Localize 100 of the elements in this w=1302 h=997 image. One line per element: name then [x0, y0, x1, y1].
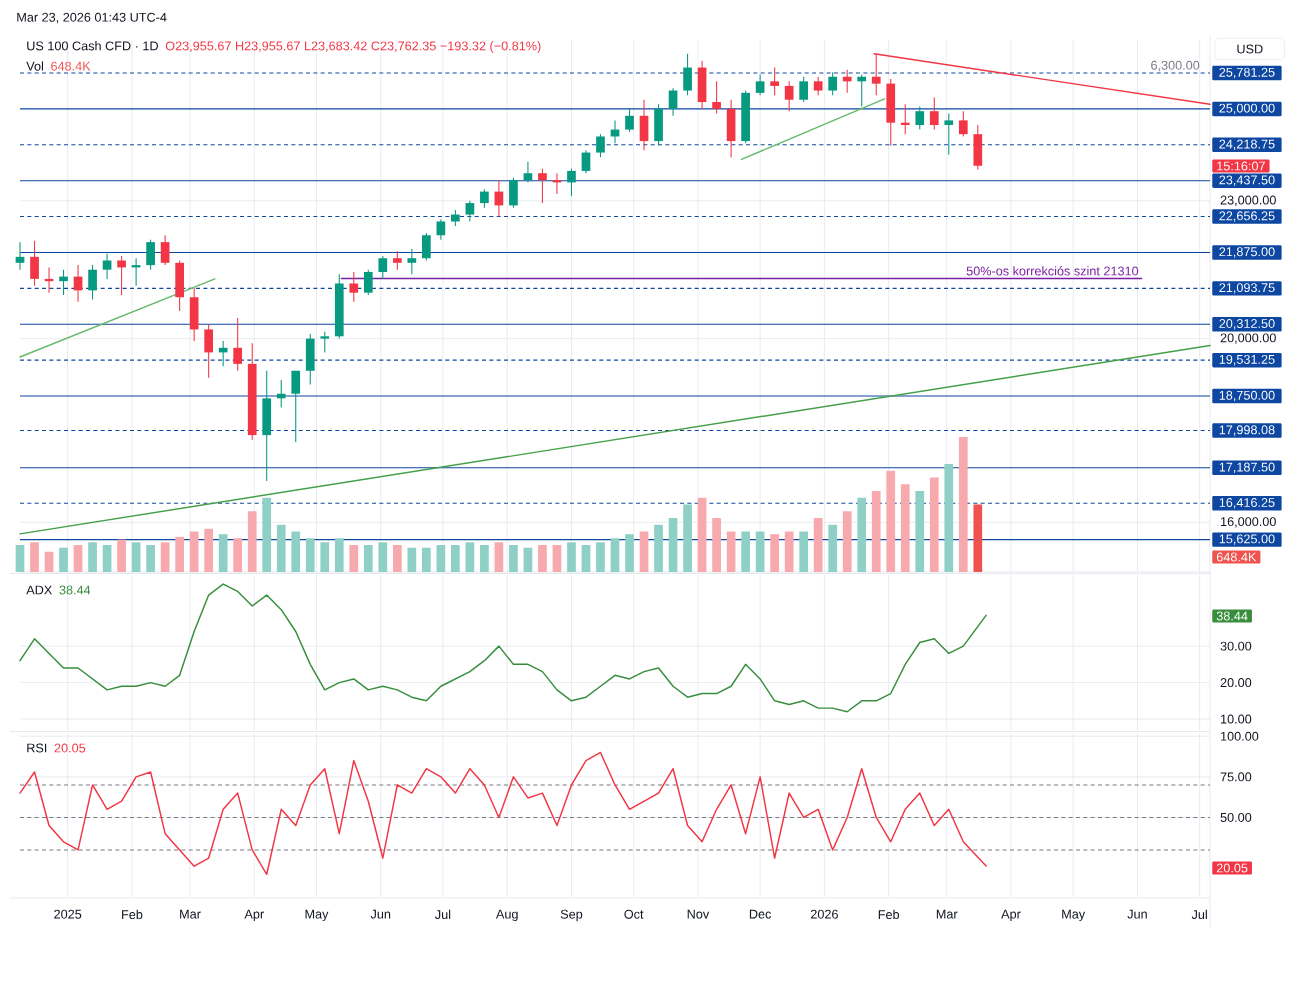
candlestick — [392, 250, 402, 271]
candlestick — [59, 269, 68, 296]
bar — [422, 547, 431, 572]
candlestick — [363, 269, 373, 296]
bar — [247, 511, 257, 572]
y-tick-label: 20,000.00 — [1220, 333, 1276, 344]
ref-line-label: 21,875.00 — [1219, 247, 1275, 258]
ref-line-label: 18,750.00 — [1219, 390, 1275, 402]
ref-line-label: 16,416.25 — [1219, 498, 1275, 509]
bar — [218, 534, 228, 572]
x-tick-label: May — [1062, 909, 1086, 922]
ref-line-label: 24,218.75 — [1219, 139, 1275, 151]
bar — [509, 545, 518, 572]
bar — [436, 545, 446, 572]
y-tick-label: 30.00 — [1220, 641, 1252, 651]
text: ADX — [26, 585, 53, 595]
candlestick — [436, 218, 446, 241]
bar — [363, 545, 373, 572]
x-tick-label: Apr — [1001, 909, 1021, 922]
y-tick-label: 20.00 — [1220, 678, 1252, 688]
text: 38.44 — [1216, 611, 1248, 621]
bar — [480, 545, 489, 572]
chart-title: Vol — [26, 61, 44, 71]
ref-line-label: 17,187.50 — [1219, 462, 1275, 474]
bar — [625, 534, 634, 572]
bar — [291, 531, 301, 572]
x-tick-label: Nov — [687, 909, 710, 919]
x-tick-label: Oct — [624, 909, 644, 919]
bar — [407, 547, 417, 572]
candlestick — [320, 331, 330, 353]
y-tick-label: 10.00 — [1221, 714, 1252, 724]
bar — [871, 491, 881, 572]
bar — [567, 542, 576, 572]
x-tick-label: Jul — [435, 909, 451, 920]
text: 20.05 — [1216, 863, 1248, 873]
chart-subtitle: 648.4K — [51, 61, 91, 71]
x-tick-label: Sep — [560, 909, 583, 922]
candlestick — [828, 71, 838, 96]
bar — [712, 518, 721, 572]
x-tick-label: 2025 — [54, 909, 82, 919]
candlestick — [567, 168, 576, 197]
bar — [44, 551, 54, 572]
candlestick — [915, 106, 925, 131]
bar — [349, 545, 359, 572]
text: 38.44 — [59, 585, 91, 595]
bar — [929, 477, 939, 572]
candlestick — [784, 80, 794, 112]
bar — [189, 531, 199, 572]
bar — [842, 511, 852, 572]
bar — [944, 464, 954, 572]
chart-title: US 100 Cash CFD · 1D — [27, 41, 158, 51]
bar — [59, 547, 68, 572]
candlestick — [407, 248, 417, 275]
candlestick — [349, 271, 359, 303]
bar — [683, 504, 692, 572]
bar — [770, 534, 779, 572]
bar — [305, 538, 315, 572]
bar — [784, 531, 794, 572]
bar — [915, 491, 925, 572]
y-tick-label: 50.00 — [1220, 812, 1252, 822]
ref-line-label: 25,781.25 — [1219, 67, 1275, 79]
bar — [73, 545, 83, 572]
x-tick-label: May — [305, 909, 329, 922]
x-tick-label: Jul — [1191, 909, 1207, 920]
ref-line-label: 22,656.25 — [1219, 211, 1275, 222]
candlestick — [160, 234, 170, 266]
candlestick — [857, 73, 867, 108]
candlestick — [465, 200, 475, 223]
bar — [204, 528, 214, 572]
y-tick-label: 100.00 — [1221, 731, 1259, 741]
ref-line-label: 20,312.50 — [1219, 319, 1275, 330]
candlestick — [625, 108, 634, 133]
candlestick — [276, 379, 286, 409]
chart-subtitle: O23,955.67 H23,955.67 L23,683.42 C23,762.35 −193.32 (−0.81%) — [165, 41, 541, 53]
bar — [276, 524, 286, 572]
bar — [755, 531, 765, 572]
bar — [958, 437, 968, 572]
annotation: 6,300.00 — [1151, 60, 1200, 72]
bar — [581, 545, 591, 572]
bar — [668, 518, 678, 572]
bar — [886, 470, 896, 572]
bar — [596, 542, 605, 572]
candlestick — [15, 241, 25, 271]
bar — [900, 484, 910, 572]
text: Mar 23, 2026 01:43 UTC-4 — [17, 12, 167, 24]
bar — [741, 531, 750, 572]
bar — [102, 545, 112, 572]
bar — [320, 542, 330, 572]
series-label: 50%-os korrekciós szint 21310 — [966, 266, 1139, 276]
candlestick — [102, 253, 112, 280]
bar — [451, 545, 460, 572]
text: RSI — [27, 743, 47, 753]
candlestick — [712, 80, 721, 115]
candlestick — [523, 161, 533, 183]
candlestick — [900, 103, 910, 135]
y-axis-title: USD — [1237, 44, 1263, 54]
candlestick — [538, 168, 547, 204]
bar — [799, 531, 809, 572]
x-tick-label: 2026 — [810, 909, 838, 919]
bar — [813, 518, 823, 572]
